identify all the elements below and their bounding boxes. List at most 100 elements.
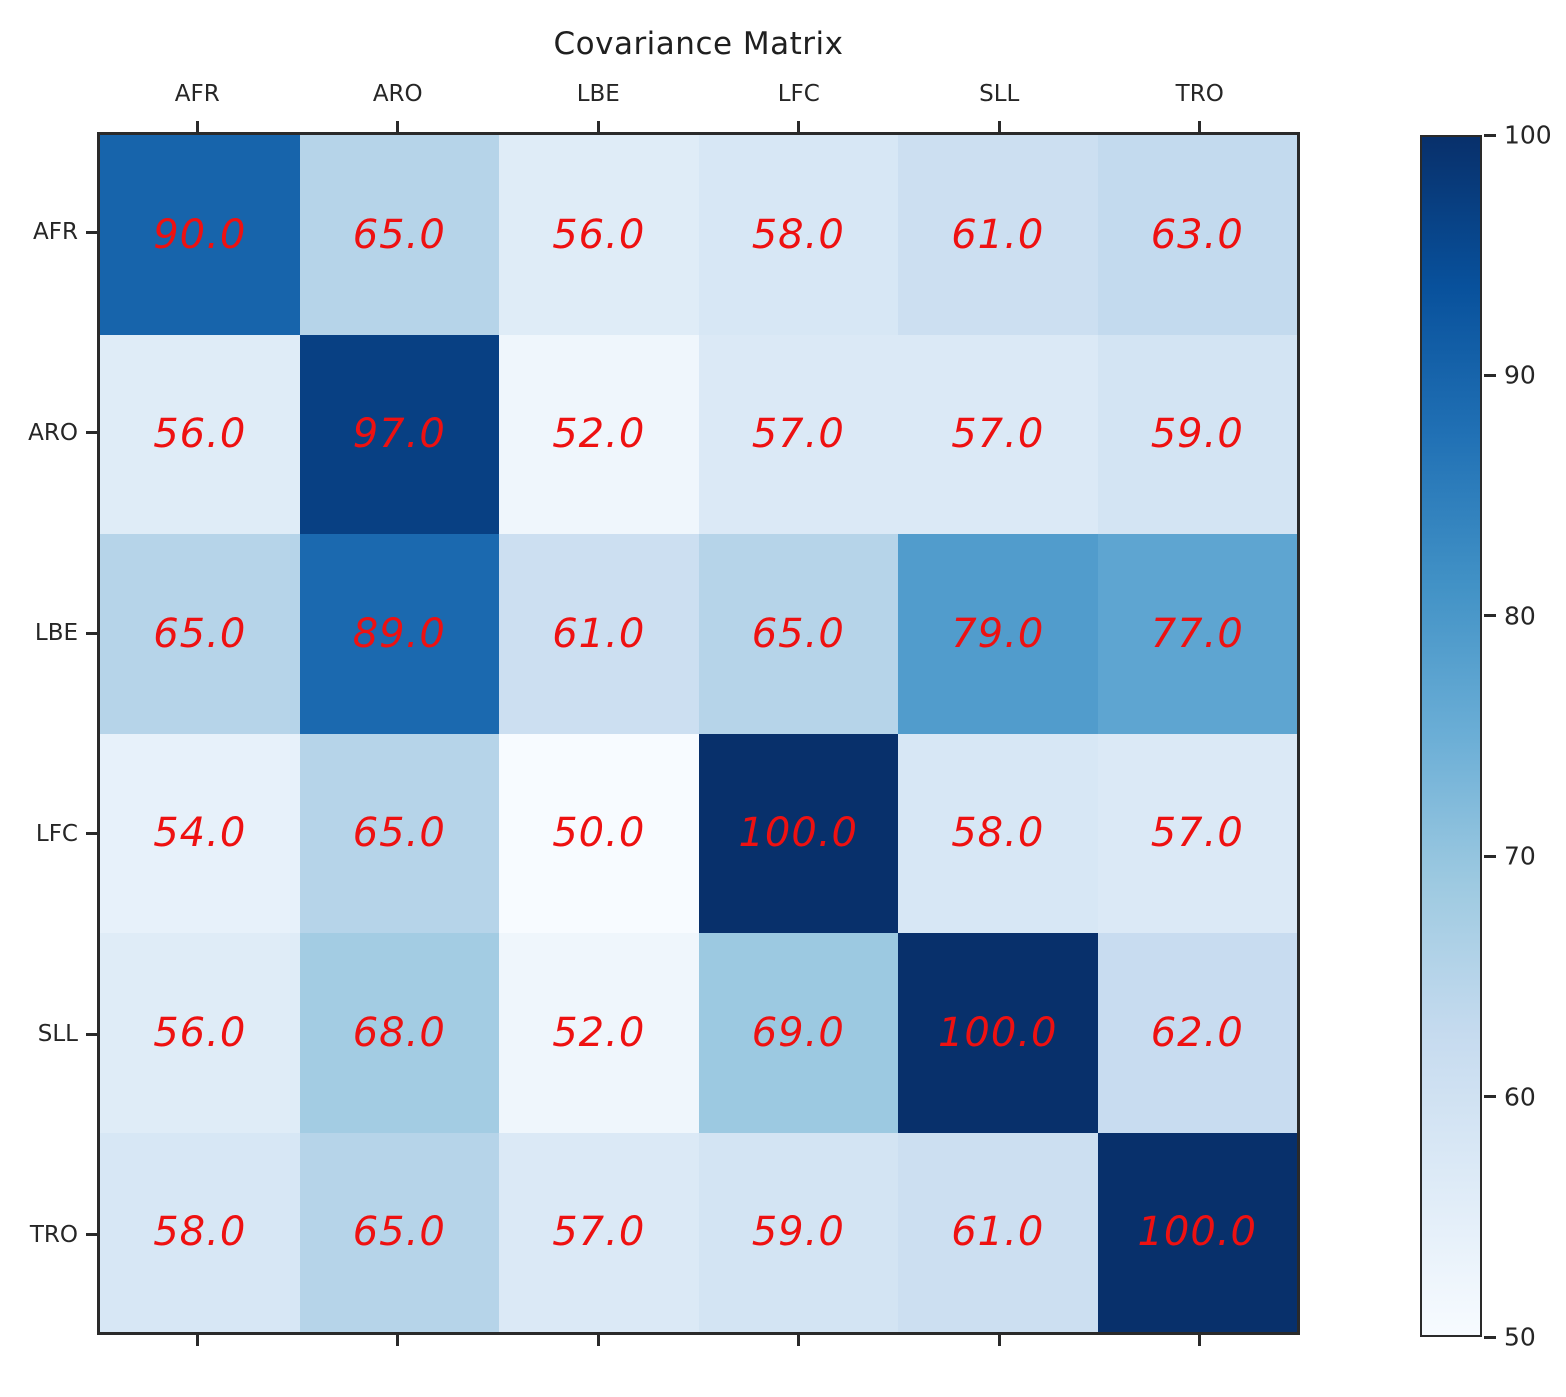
cell-value: 89.0 — [352, 610, 446, 657]
heatmap-cell-aro-aro: 97.0 — [299, 334, 499, 534]
cell-value: 56.0 — [552, 211, 646, 258]
cell-value: 59.0 — [1150, 411, 1244, 458]
heatmap-cell-lfc-lfc: 100.0 — [698, 733, 898, 933]
cell-value: 65.0 — [352, 1209, 446, 1256]
cell-value: 58.0 — [751, 211, 845, 258]
x-tick-label-lbe: LBE — [576, 81, 620, 107]
colorbar-tick-label: 80 — [1504, 601, 1536, 631]
colorbar-tick — [1484, 614, 1496, 618]
x-tick-top — [797, 121, 801, 132]
heatmap-cell-lbe-afr: 65.0 — [100, 534, 300, 734]
heatmap-cell-afr-lbe: 56.0 — [499, 135, 699, 335]
cell-value: 68.0 — [352, 1009, 446, 1056]
x-tick-bottom — [997, 1335, 1001, 1346]
cell-value: 50.0 — [552, 810, 646, 857]
heatmap-cell-lbe-sll: 79.0 — [898, 534, 1098, 734]
colorbar-tick — [1484, 133, 1496, 137]
y-tick-left — [86, 230, 97, 234]
heatmap-cell-afr-lfc: 58.0 — [698, 135, 898, 335]
y-tick-left — [86, 631, 97, 635]
heatmap-cell-lfc-sll: 58.0 — [898, 733, 1098, 933]
heatmap-cell-tro-lbe: 57.0 — [499, 1132, 699, 1332]
y-tick-label-lfc: LFC — [35, 820, 78, 847]
cell-value: 100.0 — [937, 1009, 1058, 1056]
cell-value: 77.0 — [1150, 610, 1244, 657]
colorbar-tick-label: 90 — [1504, 360, 1536, 390]
y-tick-left — [86, 1032, 97, 1036]
colorbar-tick-label: 100 — [1504, 120, 1552, 150]
cell-value: 54.0 — [153, 810, 247, 857]
chart-title: Covariance Matrix — [553, 26, 844, 62]
cell-value: 61.0 — [951, 211, 1045, 258]
heatmap-cell-tro-aro: 65.0 — [299, 1132, 499, 1332]
cell-value: 61.0 — [951, 1209, 1045, 1256]
heatmap-cell-afr-sll: 61.0 — [898, 135, 1098, 335]
cell-value: 52.0 — [552, 1009, 646, 1056]
x-tick-bottom — [1198, 1335, 1202, 1346]
cell-value: 79.0 — [951, 610, 1045, 657]
x-axis-tick-labels: AFR ARO LBE LFC SLL TRO — [97, 78, 1300, 110]
y-tick-label-lbe: LBE — [34, 620, 78, 647]
cell-value: 58.0 — [951, 810, 1045, 857]
heatmap-cell-afr-tro: 63.0 — [1097, 135, 1297, 335]
heatmap-cell-afr-afr: 90.0 — [100, 135, 300, 335]
cell-value: 57.0 — [1150, 810, 1244, 857]
x-tick-label-aro: ARO — [372, 81, 423, 107]
heatmap-cell-sll-lbe: 52.0 — [499, 933, 699, 1133]
heatmap-cell-tro-afr: 58.0 — [100, 1132, 300, 1332]
cell-value: 100.0 — [1137, 1209, 1257, 1256]
y-tick-label-aro: ARO — [28, 419, 78, 446]
heatmap-cell-tro-lfc: 59.0 — [698, 1132, 898, 1332]
heatmap-cell-sll-lfc: 69.0 — [698, 933, 898, 1133]
heatmap-cell-lbe-aro: 89.0 — [299, 534, 499, 734]
colorbar-tick — [1484, 1335, 1496, 1339]
x-tick-top — [1198, 121, 1202, 132]
heatmap-cell-sll-aro: 68.0 — [299, 933, 499, 1133]
heatmap-cell-lbe-lbe: 61.0 — [499, 534, 699, 734]
x-tick-top — [997, 121, 1001, 132]
colorbar-tick-label: 70 — [1504, 841, 1536, 871]
heatmap-cell-lfc-tro: 57.0 — [1097, 733, 1297, 933]
y-tick-left — [86, 431, 97, 435]
colorbar-tick-label: 60 — [1504, 1082, 1536, 1112]
cell-value: 69.0 — [751, 1009, 845, 1056]
heatmap-cell-aro-lfc: 57.0 — [698, 334, 898, 534]
heatmap-cell-sll-tro: 62.0 — [1097, 933, 1297, 1133]
y-axis-tick-labels: AFR ARO LBE LFC SLL TRO — [0, 132, 78, 1335]
x-tick-label-lfc: LFC — [777, 81, 820, 107]
colorbar-tick — [1484, 1095, 1496, 1099]
cell-value: 57.0 — [751, 411, 845, 458]
x-tick-bottom — [797, 1335, 801, 1346]
cell-value: 58.0 — [153, 1209, 247, 1256]
cell-value: 56.0 — [153, 411, 247, 458]
colorbar — [1420, 135, 1482, 1337]
heatmap-cell-aro-afr: 56.0 — [100, 334, 300, 534]
x-tick-bottom — [396, 1335, 400, 1346]
heatmap-cell-sll-sll: 100.0 — [898, 933, 1098, 1133]
heatmap-cell-tro-sll: 61.0 — [898, 1132, 1098, 1332]
cell-value: 65.0 — [751, 610, 845, 657]
heatmap-cell-lfc-aro: 65.0 — [299, 733, 499, 933]
y-tick-label-sll: SLL — [37, 1021, 78, 1048]
cell-value: 90.0 — [153, 211, 247, 258]
heatmap-cell-aro-lbe: 52.0 — [499, 334, 699, 534]
x-tick-top — [596, 121, 600, 132]
x-tick-bottom — [195, 1335, 199, 1346]
x-tick-top — [195, 121, 199, 132]
heatmap-cell-lbe-lfc: 65.0 — [698, 534, 898, 734]
cell-value: 52.0 — [552, 411, 646, 458]
colorbar-tick-label: 50 — [1504, 1322, 1536, 1352]
cell-value: 57.0 — [951, 411, 1045, 458]
y-tick-left — [86, 832, 97, 836]
cell-value: 63.0 — [1150, 211, 1244, 258]
colorbar-tick — [1484, 854, 1496, 858]
heatmap-cell-tro-tro: 100.0 — [1097, 1132, 1297, 1332]
heatmap-cell-afr-aro: 65.0 — [299, 135, 499, 335]
y-tick-left — [86, 1233, 97, 1237]
x-tick-label-sll: SLL — [979, 81, 1020, 107]
cell-value: 65.0 — [352, 810, 446, 857]
x-tick-label-afr: AFR — [174, 81, 220, 107]
y-tick-label-tro: TRO — [29, 1221, 78, 1248]
x-tick-top — [396, 121, 400, 132]
